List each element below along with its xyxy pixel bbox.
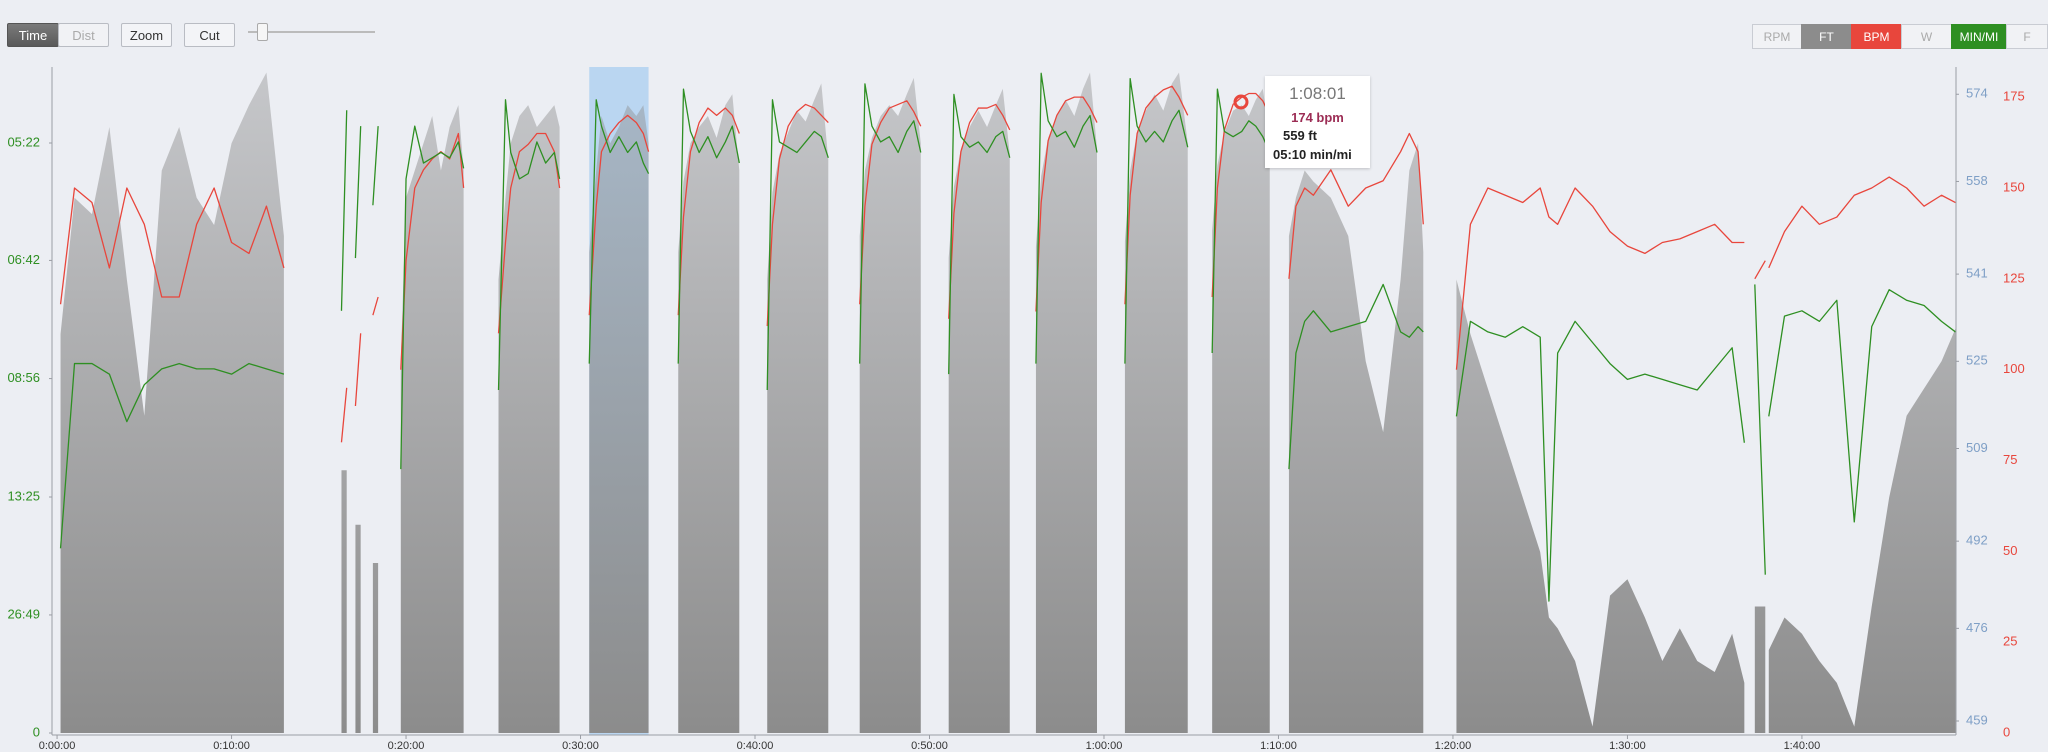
x-tick-label: 1:20:00 [1435, 740, 1472, 752]
tooltip-elevation: 559 ft [1283, 128, 1317, 143]
zoom-button[interactable]: Zoom [121, 23, 172, 47]
series-line [59, 85, 1956, 443]
y2-tick-label: 574 [1966, 86, 1988, 101]
y2-tick-label: 525 [1966, 353, 1988, 368]
dist-button[interactable]: Dist [58, 23, 109, 47]
x-tick-label: 0:20:00 [388, 740, 425, 752]
rpm-toggle[interactable]: RPM [1752, 24, 1802, 49]
f-toggle[interactable]: F [2006, 24, 2048, 49]
x-tick-label: 0:00:00 [39, 740, 76, 752]
slider-track [248, 31, 375, 33]
x-tick-label: 0:30:00 [562, 740, 599, 752]
x-tick-label: 0:50:00 [911, 740, 948, 752]
y2-tick-label: 509 [1966, 440, 1988, 455]
x-tick-label: 1:40:00 [1784, 740, 1821, 752]
y3-tick-label: 100 [2003, 361, 2025, 376]
x-tick-label: 1:00:00 [1086, 740, 1123, 752]
x-tick-label: 1:30:00 [1609, 740, 1646, 752]
y3-tick-label: 0 [2003, 724, 2010, 739]
tooltip-pace: 05:10 min/mi [1273, 147, 1352, 162]
time-button[interactable]: Time [7, 23, 59, 47]
ft-toggle[interactable]: FT [1801, 24, 1852, 49]
plot: 0 26:49 13:25 08:56 06:42 05:22 459 476 492 509 52… [7, 67, 2025, 752]
y-tick-label: 13:25 [7, 488, 40, 503]
y2-tick-label: 541 [1966, 266, 1988, 281]
cut-button[interactable]: Cut [184, 23, 235, 47]
tooltip-hr: 174 bpm [1291, 110, 1344, 125]
y3-tick-label: 25 [2003, 634, 2017, 649]
x-tick-label: 0:10:00 [213, 740, 250, 752]
y-tick-label: 0 [33, 724, 40, 739]
x-tick-label: 0:40:00 [737, 740, 774, 752]
series-line [59, 72, 1956, 602]
hover-marker [1233, 94, 1249, 110]
elevation-area [60, 72, 1956, 734]
y-tick-label: 08:56 [7, 370, 40, 385]
y3-tick-label: 150 [2003, 179, 2025, 194]
y2-tick-label: 558 [1966, 173, 1988, 188]
tooltip-time: 1:08:01 [1289, 84, 1346, 103]
y3-tick-label: 125 [2003, 270, 2025, 285]
y2-tick-label: 492 [1966, 533, 1988, 548]
w-toggle[interactable]: W [1901, 24, 1952, 49]
y-tick-label: 05:22 [7, 134, 40, 149]
y3-tick-label: 50 [2003, 543, 2017, 558]
y-tick-label: 06:42 [7, 252, 40, 267]
x-tick-label: 1:10:00 [1260, 740, 1297, 752]
tooltip: 1:08:01 174 bpm 559 ft 05:10 min/mi [1265, 76, 1370, 168]
y3-tick-label: 75 [2003, 452, 2017, 467]
bpm-toggle[interactable]: BPM [1851, 24, 1902, 49]
slider-knob[interactable] [257, 23, 268, 41]
y-tick-label: 26:49 [7, 606, 40, 621]
y2-tick-label: 476 [1966, 620, 1988, 635]
y2-tick-label: 459 [1966, 712, 1988, 727]
y3-tick-label: 175 [2003, 89, 2025, 104]
pace-toggle[interactable]: MIN/MI [1951, 24, 2007, 49]
